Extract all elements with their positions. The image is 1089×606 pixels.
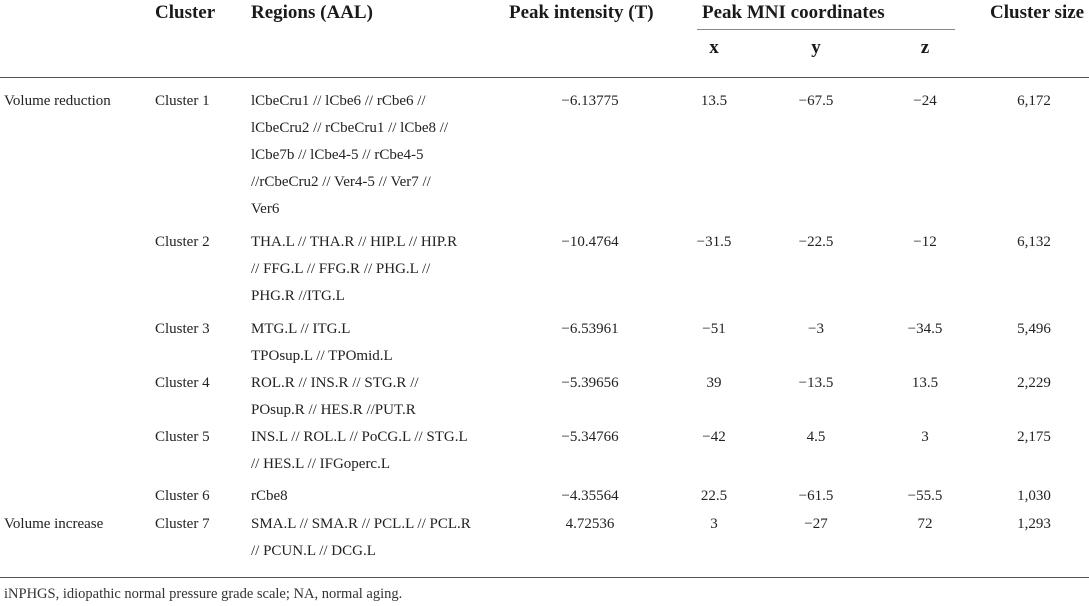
cluster-cell: Cluster 6 (155, 488, 210, 504)
header-y: y (811, 37, 821, 58)
cluster-size-cell: 2,229 (1017, 375, 1051, 391)
peak-intensity-cell: −6.13775 (561, 93, 619, 109)
peak-intensity-cell: −5.34766 (561, 429, 619, 445)
peak-intensity-cell: −10.4764 (561, 234, 619, 250)
cluster-cell: Cluster 2 (155, 234, 210, 250)
table-bottom-rule (0, 577, 1089, 578)
footnote: iNPHGS, idiopathic normal pressure grade… (4, 586, 403, 602)
mni-x-cell: −51 (702, 321, 726, 337)
header-cluster-size: Cluster size (990, 2, 1085, 23)
regions-line: SMA.L // SMA.R // PCL.L // PCL.R (251, 516, 471, 532)
mni-y-cell: 4.5 (806, 429, 826, 445)
regions-line: rCbe8 (251, 488, 288, 504)
regions-line: THA.L // THA.R // HIP.L // HIP.R (251, 234, 458, 250)
regions-line: //rCbeCru2 // Ver4-5 // Ver7 // (251, 174, 431, 190)
cluster-size-cell: 6,172 (1017, 93, 1051, 109)
regions-line: // HES.L // IFGoperc.L (251, 456, 391, 472)
peak-intensity-cell: −6.53961 (561, 321, 619, 337)
regions-line: lCbe7b // lCbe4-5 // rCbe4-5 (251, 147, 424, 163)
mni-y-cell: −67.5 (798, 93, 834, 109)
mni-x-cell: 3 (710, 516, 718, 532)
cluster-cell: Cluster 4 (155, 375, 210, 391)
cluster-cell: Cluster 7 (155, 516, 210, 532)
regions-line: lCbeCru1 // lCbe6 // rCbe6 // (251, 93, 426, 109)
cluster-cell: Cluster 1 (155, 93, 210, 109)
peak-intensity-cell: −4.35564 (561, 488, 619, 504)
mni-x-cell: −31.5 (696, 234, 732, 250)
mni-z-cell: −24 (913, 93, 937, 109)
regions-line: // PCUN.L // DCG.L (251, 543, 376, 559)
mni-y-cell: −3 (808, 321, 824, 337)
mni-x-cell: 39 (706, 375, 722, 391)
header-peak-intensity: Peak intensity (T) (509, 2, 654, 23)
mni-x-cell: 13.5 (700, 93, 728, 109)
regions-line: Ver6 (251, 201, 280, 217)
header-x: x (709, 37, 719, 58)
mni-y-cell: −61.5 (798, 488, 834, 504)
regions-line: lCbeCru2 // rCbeCru1 // lCbe8 // (251, 120, 449, 136)
mni-subheader-rule (697, 29, 955, 30)
regions-line: // FFG.L // FFG.R // PHG.L // (251, 261, 431, 277)
cluster-cell: Cluster 3 (155, 321, 210, 337)
header-z: z (920, 37, 930, 58)
cluster-cell: Cluster 5 (155, 429, 210, 445)
mni-z-cell: 13.5 (911, 375, 939, 391)
mni-z-cell: 3 (921, 429, 929, 445)
header-cluster: Cluster (155, 2, 216, 23)
cluster-size-cell: 5,496 (1017, 321, 1051, 337)
cluster-size-cell: 2,175 (1017, 429, 1051, 445)
mni-x-cell: 22.5 (700, 488, 728, 504)
peak-intensity-cell: −5.39656 (561, 375, 619, 391)
mni-y-cell: −22.5 (798, 234, 834, 250)
header-bottom-rule (0, 77, 1089, 78)
mni-z-cell: 72 (917, 516, 933, 532)
regions-line: ROL.R // INS.R // STG.R // (251, 375, 419, 391)
cluster-size-cell: 1,293 (1017, 516, 1051, 532)
mni-y-cell: −27 (804, 516, 828, 532)
regions-line: INS.L // ROL.L // PoCG.L // STG.L (251, 429, 468, 445)
mni-y-cell: −13.5 (798, 375, 834, 391)
mni-z-cell: −34.5 (907, 321, 943, 337)
regions-line: PHG.R //ITG.L (251, 288, 345, 304)
group-label-volume-increase: Volume increase (4, 516, 104, 532)
header-regions: Regions (AAL) (251, 2, 373, 23)
cluster-size-cell: 6,132 (1017, 234, 1051, 250)
mni-z-cell: −55.5 (907, 488, 943, 504)
regions-line: TPOsup.L // TPOmid.L (251, 348, 393, 364)
group-label-volume-reduction: Volume reduction (4, 93, 111, 109)
mni-x-cell: −42 (702, 429, 726, 445)
mni-z-cell: −12 (913, 234, 937, 250)
peak-intensity-cell: 4.72536 (565, 516, 615, 532)
regions-line: MTG.L // ITG.L (251, 321, 351, 337)
cluster-size-cell: 1,030 (1017, 488, 1051, 504)
regions-line: POsup.R // HES.R //PUT.R (251, 402, 416, 418)
header-peak-mni: Peak MNI coordinates (702, 2, 885, 23)
